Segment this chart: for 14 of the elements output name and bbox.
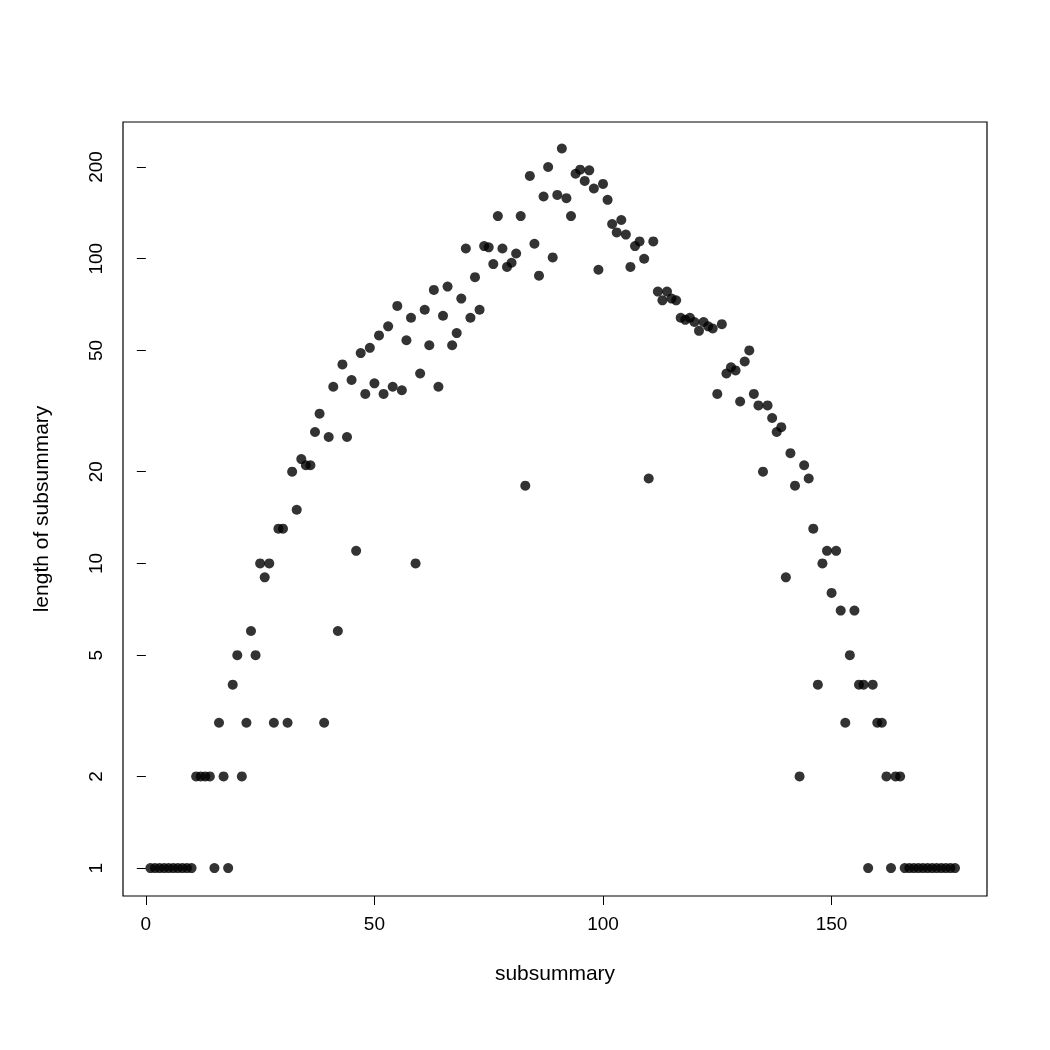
y-tick-label: 20 — [85, 461, 106, 483]
y-tick-label: 10 — [85, 552, 106, 574]
x-tick-label: 0 — [140, 913, 152, 934]
y-tick-label: 50 — [85, 339, 106, 362]
x-tick-label: 50 — [363, 913, 385, 934]
y-tick-label: 1 — [85, 862, 106, 874]
x-axis-title: subsummary — [494, 961, 616, 984]
x-tick-label: 100 — [587, 913, 619, 934]
y-axis-title: length of subsummary — [29, 405, 52, 613]
y-tick-label: 5 — [85, 649, 106, 661]
y-tick-label: 2 — [85, 771, 106, 782]
y-tick-label: 200 — [85, 151, 106, 183]
x-tick-label: 150 — [815, 913, 848, 934]
y-tick-label: 100 — [85, 242, 106, 275]
